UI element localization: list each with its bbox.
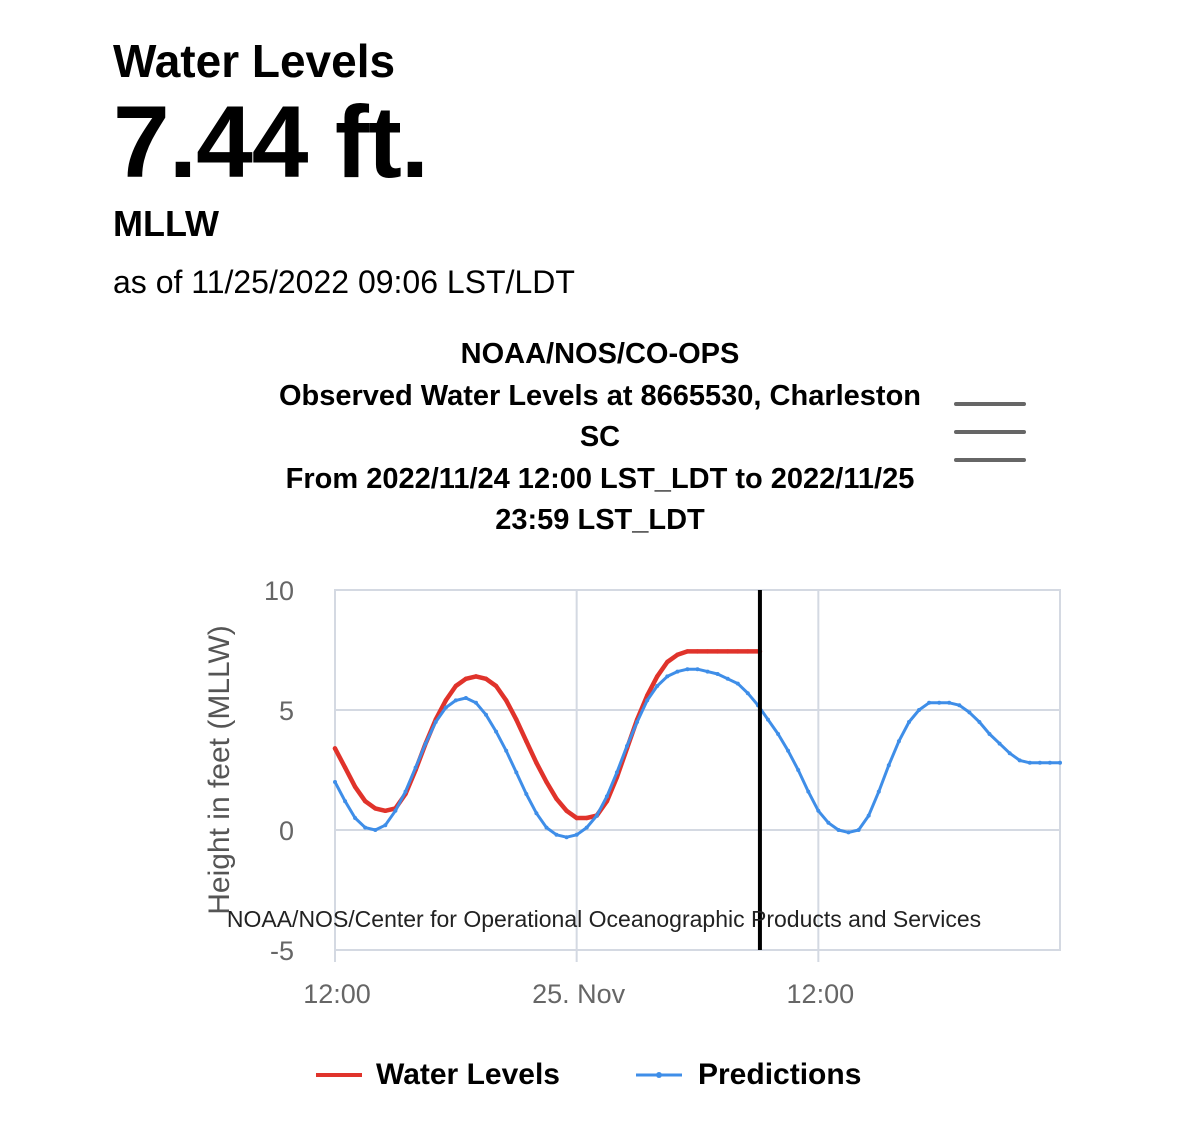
menu-bar bbox=[954, 402, 1026, 406]
chart-title-line: 23:59 LST_LDT bbox=[495, 504, 705, 537]
chart-title-line: From 2022/11/24 12:00 LST_LDT to 2022/11… bbox=[285, 462, 915, 495]
as-of-timestamp: as of 11/25/2022 09:06 LST/LDT bbox=[113, 264, 575, 300]
chart-title-line: Observed Water Levels at 8665530, Charle… bbox=[278, 379, 922, 412]
chart-title-line: SC bbox=[579, 421, 621, 454]
legend-item-water-levels[interactable]: Water Levels bbox=[316, 1058, 560, 1092]
legend-symbol-predictions bbox=[636, 1060, 694, 1090]
chart-title-line: NOAA/NOS/CO-OPS bbox=[460, 338, 740, 370]
chart-container: NOAA/NOS/CO-OPS Observed Water Levels at… bbox=[0, 330, 1200, 1121]
datum-label: MLLW bbox=[113, 203, 219, 244]
menu-bar bbox=[954, 430, 1026, 434]
legend-label: Predictions bbox=[698, 1058, 862, 1091]
hamburger-menu-icon[interactable] bbox=[952, 366, 1028, 462]
legend-symbol-water-levels bbox=[316, 1060, 374, 1090]
summary-title: Water Levels bbox=[113, 35, 396, 87]
chart-title: NOAA/NOS/CO-OPS Observed Water Levels at… bbox=[150, 334, 1050, 542]
water-level-summary: Water Levels 7.44 ft. MLLW as of 11/25/2… bbox=[113, 34, 575, 302]
legend-label: Water Levels bbox=[376, 1058, 560, 1091]
menu-bar bbox=[954, 458, 1026, 462]
current-water-level: 7.44 ft. bbox=[113, 85, 429, 199]
legend-item-predictions[interactable]: Predictions bbox=[636, 1058, 861, 1092]
chart-legend: Water Levels Predictions bbox=[0, 1058, 1200, 1102]
